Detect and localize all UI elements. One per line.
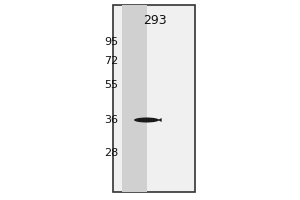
Ellipse shape <box>134 117 159 122</box>
Text: 72: 72 <box>104 56 118 66</box>
Text: 28: 28 <box>104 148 118 158</box>
Bar <box>122 5 147 192</box>
Text: 293: 293 <box>143 14 167 27</box>
Bar <box>113 5 195 192</box>
Text: 36: 36 <box>104 115 118 125</box>
Text: 55: 55 <box>104 80 118 90</box>
Text: 95: 95 <box>104 37 118 47</box>
